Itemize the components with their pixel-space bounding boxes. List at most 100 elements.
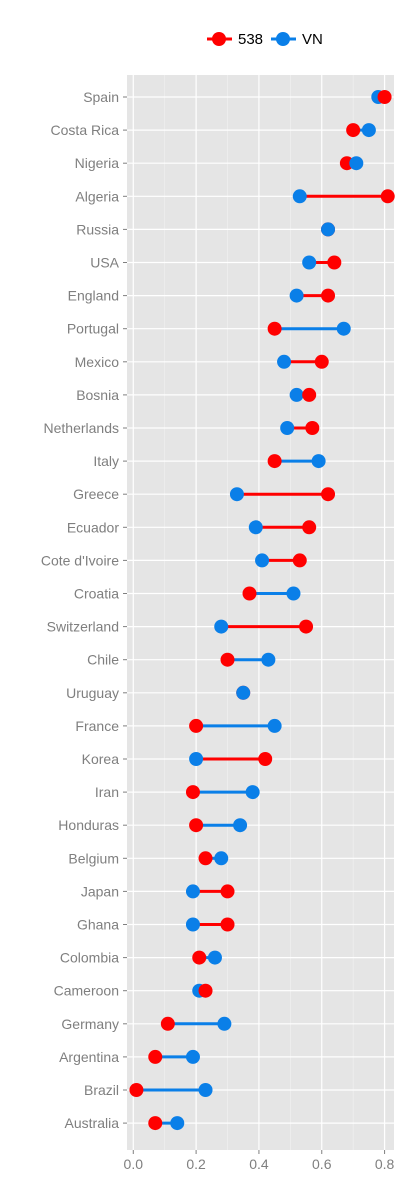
- point-vn: [233, 818, 248, 833]
- point-538: [267, 454, 282, 469]
- point-538: [321, 288, 336, 303]
- point-538: [148, 1116, 163, 1131]
- point-vn: [185, 917, 200, 932]
- y-tick-label: Uruguay: [66, 685, 119, 701]
- y-tick-label: Algeria: [75, 188, 119, 204]
- point-vn: [207, 950, 222, 965]
- legend-key-point-538: [212, 32, 226, 46]
- y-tick-label: Croatia: [74, 586, 119, 602]
- legend-label-538: 538: [238, 31, 263, 48]
- point-vn: [189, 752, 204, 766]
- x-tick-label: 0.6: [312, 1156, 332, 1172]
- point-538: [189, 718, 204, 733]
- point-538: [292, 553, 307, 568]
- point-vn: [321, 222, 336, 237]
- point-vn: [286, 586, 301, 601]
- point-vn: [349, 156, 364, 171]
- plot-panel: [127, 75, 394, 1150]
- y-tick-label: England: [68, 288, 119, 304]
- point-vn: [245, 785, 260, 800]
- y-tick-label: Cameroon: [54, 983, 119, 999]
- point-538: [302, 520, 317, 535]
- y-tick-label: Costa Rica: [51, 122, 120, 138]
- y-tick-label: Honduras: [58, 817, 119, 833]
- y-tick-label: Japan: [81, 883, 119, 899]
- point-538: [327, 255, 342, 270]
- y-tick-label: Germany: [61, 1016, 119, 1032]
- point-538: [242, 586, 257, 601]
- point-vn: [198, 1083, 213, 1097]
- y-tick-label: Greece: [73, 486, 119, 502]
- legend: 538 VN: [207, 31, 323, 48]
- data-marks: [129, 90, 395, 1131]
- point-vn: [170, 1116, 185, 1131]
- y-tick-label: Argentina: [59, 1049, 119, 1065]
- y-tick-label: Nigeria: [75, 155, 120, 171]
- point-538: [220, 652, 235, 667]
- y-tick-label: Colombia: [60, 950, 119, 966]
- x-tick-label: 0.4: [249, 1156, 269, 1172]
- point-vn: [185, 884, 200, 899]
- point-vn: [302, 255, 317, 270]
- y-tick-label: Chile: [87, 652, 119, 668]
- point-vn: [255, 553, 270, 568]
- point-vn: [280, 421, 295, 435]
- point-538: [302, 387, 317, 402]
- point-vn: [289, 387, 304, 402]
- point-538: [129, 1083, 144, 1097]
- point-538: [160, 1016, 175, 1031]
- point-vn: [361, 123, 376, 138]
- point-538: [189, 818, 204, 833]
- y-tick-label: Switzerland: [47, 619, 119, 635]
- y-tick-label: USA: [90, 255, 119, 271]
- point-vn: [214, 619, 229, 634]
- y-tick-label: Iran: [95, 784, 119, 800]
- point-538: [380, 189, 395, 204]
- point-vn: [229, 487, 244, 502]
- point-vn: [336, 321, 351, 336]
- y-tick-label: Russia: [76, 221, 119, 237]
- x-tick-label: 0.2: [186, 1156, 206, 1172]
- point-vn: [289, 288, 304, 303]
- point-538: [314, 354, 329, 369]
- point-538: [220, 917, 235, 932]
- legend-key-point-vn: [276, 32, 290, 46]
- y-tick-label: Netherlands: [44, 420, 120, 436]
- point-vn: [292, 189, 307, 204]
- point-538: [346, 123, 361, 138]
- point-538: [192, 950, 207, 965]
- x-tick-label: 0.8: [375, 1156, 395, 1172]
- x-tick-label: 0.0: [124, 1156, 144, 1172]
- point-538: [267, 321, 282, 336]
- point-538: [321, 487, 336, 502]
- legend-label-vn: VN: [302, 31, 323, 48]
- y-tick-label: Belgium: [68, 850, 119, 866]
- point-vn: [311, 454, 326, 469]
- point-vn: [248, 520, 263, 535]
- y-tick-label: France: [75, 718, 119, 734]
- point-538: [148, 1049, 163, 1064]
- point-vn: [214, 851, 229, 866]
- point-538: [299, 619, 314, 634]
- y-tick-label: Korea: [82, 751, 120, 767]
- point-vn: [185, 1049, 200, 1064]
- y-tick-label: Bosnia: [76, 387, 119, 403]
- point-538: [258, 752, 273, 766]
- axis-labels: 0.0 0.2 0.4 0.6 0.8 Spain Costa Rica Nigeria Alg…: [41, 89, 395, 1172]
- y-tick-label: Italy: [93, 453, 119, 469]
- y-tick-label: Australia: [65, 1115, 120, 1131]
- y-tick-label: Portugal: [67, 321, 119, 337]
- point-538: [185, 785, 200, 800]
- y-tick-label: Spain: [83, 89, 119, 105]
- point-vn: [267, 718, 282, 733]
- point-538: [305, 421, 320, 435]
- point-538: [220, 884, 235, 899]
- point-vn: [277, 354, 292, 369]
- y-tick-label: Ghana: [77, 917, 119, 933]
- point-vn: [236, 685, 251, 700]
- point-vn: [217, 1016, 232, 1031]
- y-tick-label: Ecuador: [67, 519, 119, 535]
- y-tick-label: Cote d'Ivoire: [41, 552, 119, 568]
- point-538: [198, 851, 213, 866]
